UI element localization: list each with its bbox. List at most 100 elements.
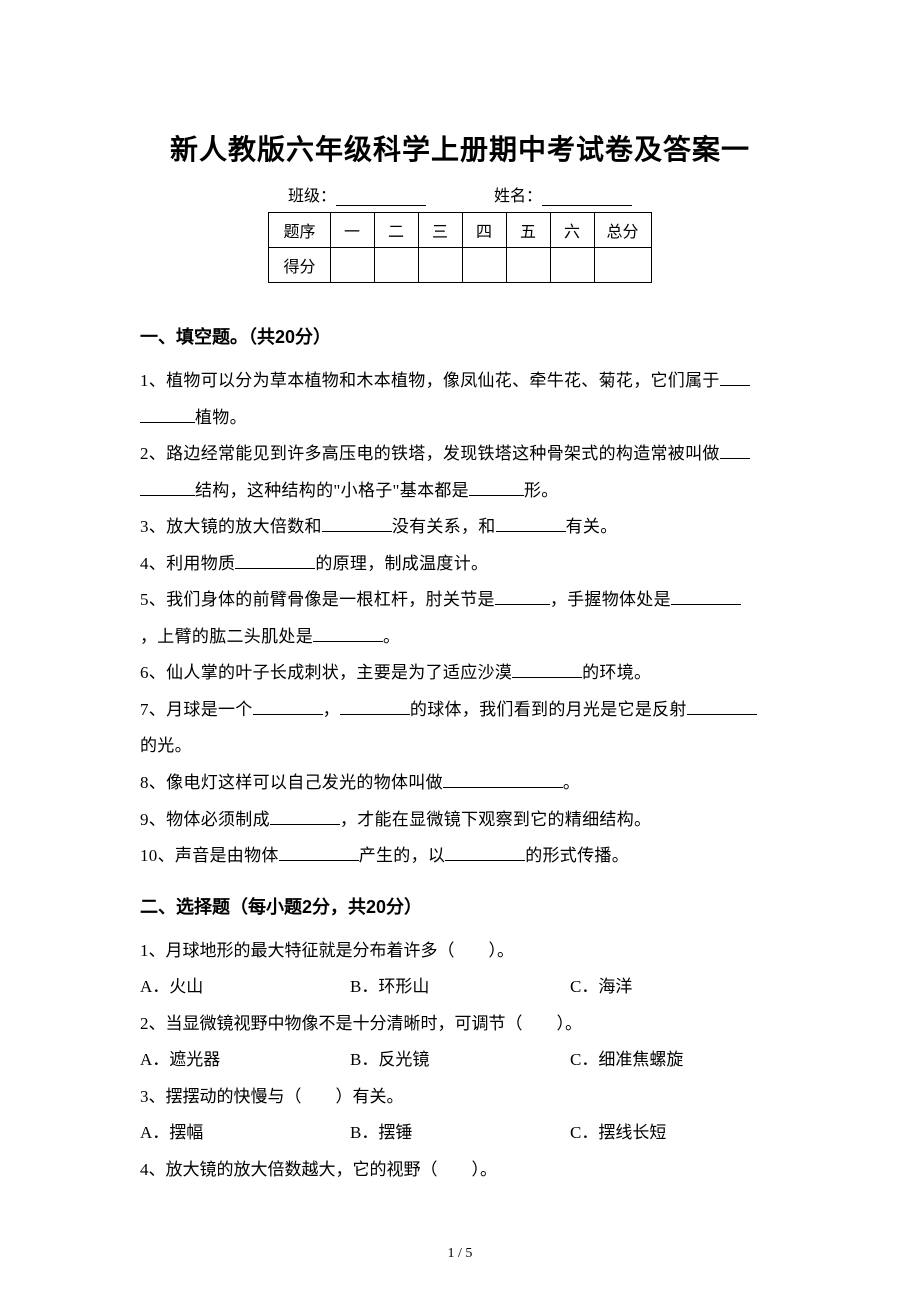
q3-text-b: 没有关系，和 — [392, 517, 496, 536]
q8-text-b: 。 — [563, 773, 580, 792]
q8-text-a: 8、像电灯这样可以自己发光的物体叫做 — [140, 773, 443, 792]
class-blank[interactable] — [336, 188, 426, 206]
q10-text-b: 产生的，以 — [359, 846, 446, 865]
opt-b[interactable]: B．环形山 — [350, 969, 570, 1006]
q4: 4、利用物质 的原理，制成温度计。 — [140, 546, 780, 583]
fill-blank[interactable] — [671, 590, 741, 605]
name-blank[interactable] — [542, 188, 632, 206]
q2-text-b: 结构，这种结构的"小格子"基本都是 — [195, 481, 469, 500]
section-1-heading: 一、填空题。（共20分） — [140, 323, 780, 349]
class-label: 班级： — [288, 188, 336, 205]
opt-b[interactable]: B．摆锤 — [350, 1115, 570, 1152]
score-cell[interactable] — [550, 248, 594, 283]
section-2-heading: 二、选择题（每小题2分，共20分） — [140, 893, 780, 919]
col-6: 六 — [550, 213, 594, 248]
fill-blank[interactable] — [469, 481, 524, 496]
fill-blank[interactable] — [443, 773, 563, 788]
fill-blank[interactable] — [140, 481, 195, 496]
mc-q2-opts: A．遮光器 B．反光镜 C．细准焦螺旋 — [140, 1042, 780, 1079]
opt-c[interactable]: C．摆线长短 — [570, 1115, 780, 1152]
q3-text-a: 3、放大镜的放大倍数和 — [140, 517, 322, 536]
mc-q3: 3、摆摆动的快慢与（ ）有关。 — [140, 1079, 780, 1116]
fill-blank[interactable] — [495, 590, 550, 605]
q10-text-a: 10、声音是由物体 — [140, 846, 279, 865]
opt-a[interactable]: A．遮光器 — [140, 1042, 350, 1079]
exam-title: 新人教版六年级科学上册期中考试卷及答案一 — [140, 128, 780, 168]
col-4: 四 — [462, 213, 506, 248]
mc-q2: 2、当显微镜视野中物像不是十分清晰时，可调节（ ）。 — [140, 1006, 780, 1043]
fill-blank[interactable] — [445, 846, 525, 861]
score-cell[interactable] — [330, 248, 374, 283]
q5-text-a: 5、我们身体的前臂骨像是一根杠杆，肘关节是 — [140, 590, 495, 609]
row-label: 得分 — [269, 248, 330, 283]
fill-blank[interactable] — [313, 627, 383, 642]
q9-text-a: 9、物体必须制成 — [140, 810, 270, 829]
q5-text-b: ，手握物体处是 — [550, 590, 671, 609]
opt-c[interactable]: C．海洋 — [570, 969, 780, 1006]
col-label: 题序 — [269, 213, 330, 248]
col-1: 一 — [330, 213, 374, 248]
q1: 1、植物可以分为草本植物和木本植物，像凤仙花、牵牛花、菊花，它们属于 植物。 — [140, 363, 780, 436]
mc-q4: 4、放大镜的放大倍数越大，它的视野（ ）。 — [140, 1152, 780, 1189]
fill-blank[interactable] — [720, 444, 750, 459]
col-total: 总分 — [594, 213, 651, 248]
mc-q3-opts: A．摆幅 B．摆锤 C．摆线长短 — [140, 1115, 780, 1152]
fill-blank[interactable] — [496, 517, 566, 532]
q5: 5、我们身体的前臂骨像是一根杠杆，肘关节是 ，手握物体处是 ，上臂的肱二头肌处是 。 — [140, 582, 780, 655]
q3-text-c: 有关。 — [566, 517, 618, 536]
col-3: 三 — [418, 213, 462, 248]
q5-text-c: ，上臂的肱二头肌处是 — [140, 627, 313, 646]
opt-c[interactable]: C．细准焦螺旋 — [570, 1042, 780, 1079]
opt-a[interactable]: A．火山 — [140, 969, 350, 1006]
q9: 9、物体必须制成 ，才能在显微镜下观察到它的精细结构。 — [140, 802, 780, 839]
q3: 3、放大镜的放大倍数和 没有关系，和 有关。 — [140, 509, 780, 546]
q6: 6、仙人掌的叶子长成刺状，主要是为了适应沙漠 的环境。 — [140, 655, 780, 692]
score-cell[interactable] — [594, 248, 651, 283]
opt-b[interactable]: B．反光镜 — [350, 1042, 570, 1079]
col-5: 五 — [506, 213, 550, 248]
opt-a[interactable]: A．摆幅 — [140, 1115, 350, 1152]
fill-blank[interactable] — [687, 700, 757, 715]
q2-text-a: 2、路边经常能见到许多高压电的铁塔，发现铁塔这种骨架式的构造常被叫做 — [140, 444, 720, 463]
q4-text-b: 的原理，制成温度计。 — [315, 554, 488, 573]
q2: 2、路边经常能见到许多高压电的铁塔，发现铁塔这种骨架式的构造常被叫做 结构，这种… — [140, 436, 780, 509]
q7-text-a: 7、月球是一个 — [140, 700, 253, 719]
fill-blank[interactable] — [253, 700, 323, 715]
q6-text-a: 6、仙人掌的叶子长成刺状，主要是为了适应沙漠 — [140, 663, 512, 682]
col-2: 二 — [374, 213, 418, 248]
score-cell[interactable] — [374, 248, 418, 283]
q1-text-a: 1、植物可以分为草本植物和木本植物，像凤仙花、牵牛花、菊花，它们属于 — [140, 371, 720, 390]
q9-text-b: ，才能在显微镜下观察到它的精细结构。 — [340, 810, 651, 829]
score-value-row: 得分 — [269, 248, 651, 283]
mc-q1: 1、月球地形的最大特征就是分布着许多（ ）。 — [140, 933, 780, 970]
meta-line: 班级： 姓名： — [140, 182, 780, 206]
mc-q1-opts: A．火山 B．环形山 C．海洋 — [140, 969, 780, 1006]
q7-text-d: 的光。 — [140, 736, 192, 755]
page-number: 1 / 5 — [0, 1246, 920, 1262]
q8: 8、像电灯这样可以自己发光的物体叫做 。 — [140, 765, 780, 802]
q10-text-c: 的形式传播。 — [525, 846, 629, 865]
score-cell[interactable] — [506, 248, 550, 283]
q1-text-b: 植物。 — [195, 408, 247, 427]
score-cell[interactable] — [418, 248, 462, 283]
fill-blank[interactable] — [279, 846, 359, 861]
fill-blank[interactable] — [270, 810, 340, 825]
score-header-row: 题序 一 二 三 四 五 六 总分 — [269, 213, 651, 248]
q7: 7、月球是一个 ， 的球体，我们看到的月光是它是反射 的光。 — [140, 692, 780, 765]
fill-blank[interactable] — [340, 700, 410, 715]
q2-text-c: 形。 — [524, 481, 559, 500]
score-table: 题序 一 二 三 四 五 六 总分 得分 — [268, 212, 651, 283]
q7-text-c: 的球体，我们看到的月光是它是反射 — [410, 700, 687, 719]
name-label: 姓名： — [494, 188, 542, 205]
q5-text-d: 。 — [383, 627, 400, 646]
q10: 10、声音是由物体 产生的，以 的形式传播。 — [140, 838, 780, 875]
q7-text-b: ， — [323, 700, 340, 719]
fill-blank[interactable] — [720, 371, 750, 386]
q4-text-a: 4、利用物质 — [140, 554, 235, 573]
q6-text-b: 的环境。 — [582, 663, 651, 682]
fill-blank[interactable] — [512, 663, 582, 678]
score-cell[interactable] — [462, 248, 506, 283]
fill-blank[interactable] — [322, 517, 392, 532]
fill-blank[interactable] — [235, 554, 315, 569]
fill-blank[interactable] — [140, 408, 195, 423]
